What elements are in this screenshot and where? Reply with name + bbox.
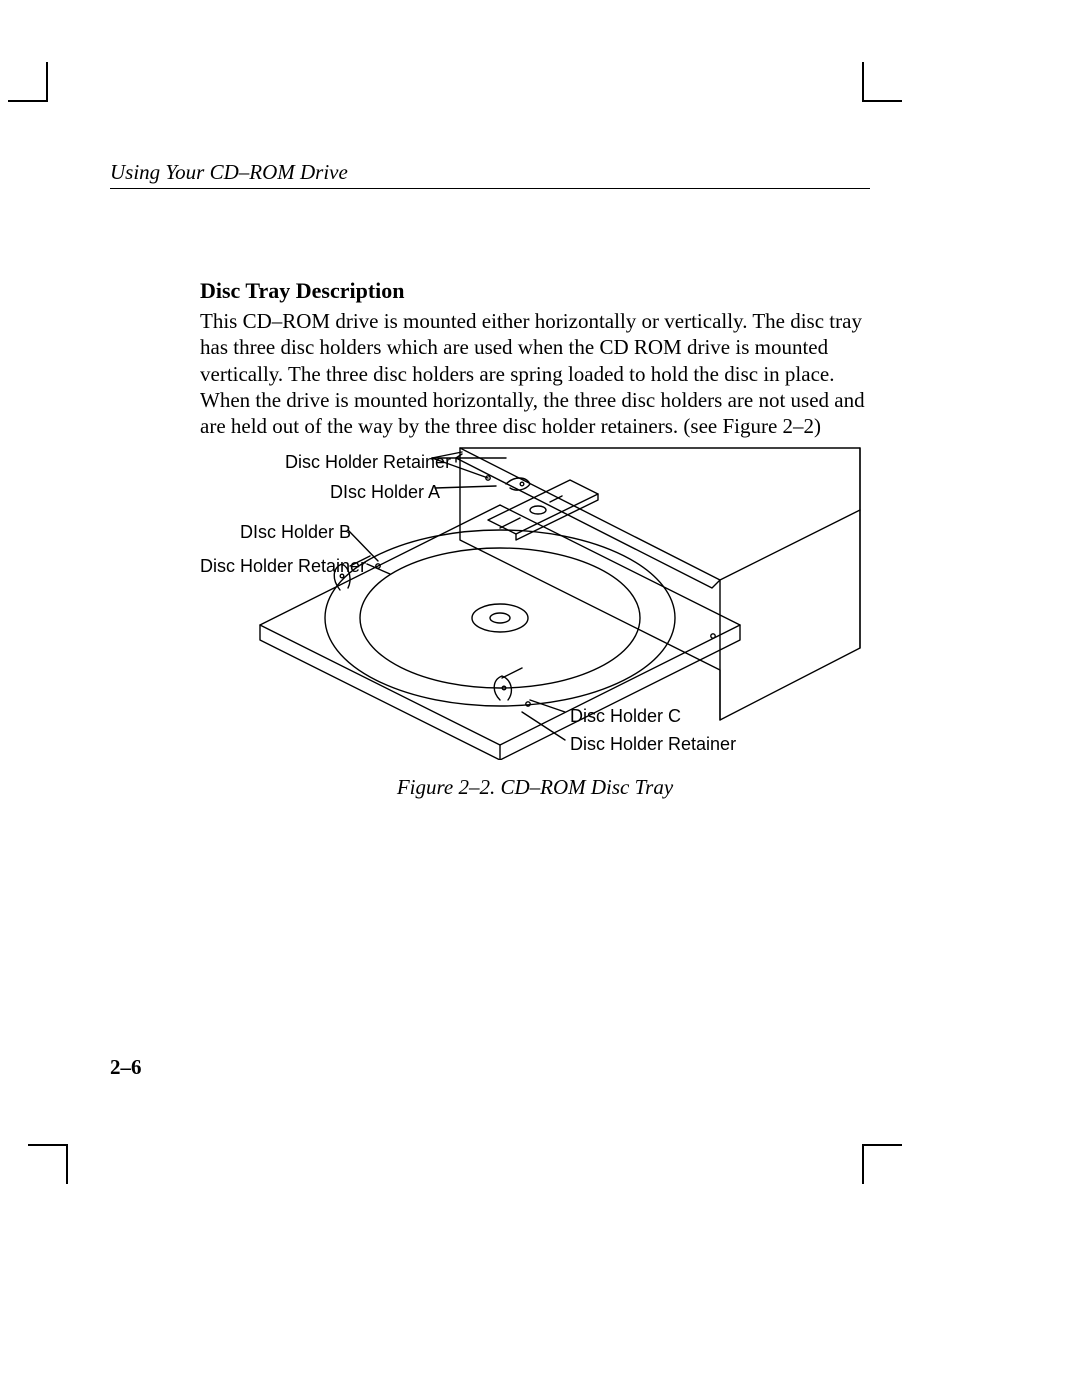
crop-mark: [46, 62, 48, 102]
label-retainer-bottom: Disc Holder Retainer: [570, 734, 736, 755]
crop-mark: [862, 100, 902, 102]
crop-mark: [862, 1144, 902, 1146]
figure-caption: Figure 2–2. CD–ROM Disc Tray: [200, 775, 870, 800]
body-paragraph: This CD–ROM drive is mounted either hori…: [200, 308, 872, 439]
section-title: Disc Tray Description: [200, 278, 405, 304]
label-retainer-left: Disc Holder Retainer: [200, 556, 366, 577]
crop-mark: [862, 62, 864, 102]
label-holder-b: DIsc Holder B: [240, 522, 351, 543]
crop-mark: [8, 100, 48, 102]
crop-mark: [66, 1144, 68, 1184]
disc-tray-illustration: [200, 440, 870, 760]
page-number: 2–6: [110, 1055, 142, 1080]
running-head: Using Your CD–ROM Drive: [110, 160, 348, 185]
running-head-rule: [110, 188, 870, 189]
label-holder-a: DIsc Holder A: [330, 482, 440, 503]
label-retainer-top: Disc Holder Retainer: [285, 452, 451, 473]
figure-cd-rom-tray: Disc Holder Retainer DIsc Holder A DIsc …: [200, 440, 870, 760]
crop-mark: [862, 1144, 864, 1184]
crop-mark: [28, 1144, 68, 1146]
label-holder-c: Disc Holder C: [570, 706, 681, 727]
